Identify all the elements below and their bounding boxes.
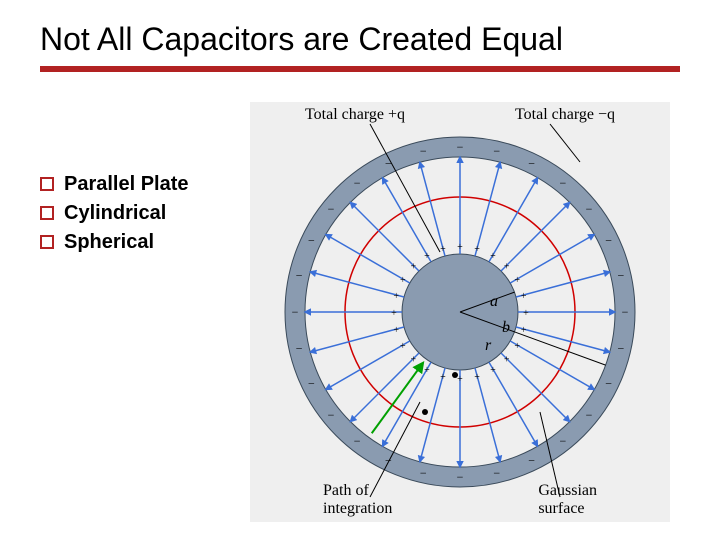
svg-text:+: + — [400, 275, 406, 286]
svg-text:+: + — [440, 372, 446, 383]
bottom-labels: Path of integration Gaussian surface — [250, 482, 670, 518]
svg-text:+: + — [393, 291, 399, 302]
svg-text:−: − — [493, 145, 500, 159]
svg-text:a: a — [490, 293, 498, 310]
label-total-charge-pos: Total charge +q — [305, 106, 405, 124]
svg-text:+: + — [490, 251, 496, 262]
svg-text:−: − — [622, 305, 629, 319]
bullet-box-icon — [40, 235, 54, 249]
slide-title: Not All Capacitors are Created Equal — [40, 20, 680, 58]
svg-text:+: + — [424, 366, 430, 377]
svg-text:−: − — [308, 234, 315, 248]
svg-text:−: − — [296, 269, 303, 283]
svg-text:+: + — [424, 251, 430, 262]
svg-text:+: + — [411, 355, 417, 366]
svg-text:+: + — [457, 242, 463, 253]
svg-text:+: + — [504, 262, 510, 273]
svg-text:−: − — [528, 454, 535, 468]
svg-text:−: − — [420, 145, 427, 159]
svg-text:+: + — [523, 308, 529, 319]
svg-text:−: − — [354, 176, 361, 190]
svg-text:+: + — [514, 275, 520, 286]
svg-text:+: + — [391, 308, 397, 319]
svg-text:−: − — [605, 234, 612, 248]
bullet-box-icon — [40, 206, 54, 220]
svg-text:+: + — [457, 374, 463, 385]
svg-text:+: + — [521, 291, 527, 302]
svg-text:−: − — [586, 408, 593, 422]
svg-text:−: − — [617, 342, 624, 356]
bullet-item: Cylindrical — [40, 201, 240, 226]
svg-text:−: − — [586, 203, 593, 217]
svg-text:+: + — [393, 325, 399, 336]
svg-text:+: + — [474, 245, 480, 256]
diagram-area: Total charge +q Total charge −q ++++++++… — [240, 102, 680, 522]
bullet-text: Parallel Plate — [64, 172, 189, 197]
bullet-item: Parallel Plate — [40, 172, 240, 197]
svg-text:+: + — [514, 341, 520, 352]
svg-text:−: − — [420, 466, 427, 480]
svg-text:−: − — [354, 434, 361, 448]
svg-text:−: − — [493, 466, 500, 480]
bullet-box-icon — [40, 177, 54, 191]
bullet-text: Spherical — [64, 230, 154, 255]
bullet-item: Spherical — [40, 230, 240, 255]
svg-text:+: + — [490, 366, 496, 377]
content-row: Parallel Plate Cylindrical Spherical Tot… — [40, 102, 680, 522]
svg-text:−: − — [605, 377, 612, 391]
svg-text:−: − — [559, 176, 566, 190]
svg-text:−: − — [296, 342, 303, 356]
bullet-text: Cylindrical — [64, 201, 166, 226]
svg-text:+: + — [400, 341, 406, 352]
svg-text:r: r — [485, 337, 492, 354]
capacitor-diagram: ++++++++++++++++++++++++−−−−−−−−−−−−−−−−… — [250, 102, 670, 522]
title-underline — [40, 66, 680, 72]
svg-text:−: − — [292, 305, 299, 319]
svg-text:−: − — [328, 203, 335, 217]
svg-text:−: − — [528, 157, 535, 171]
svg-text:−: − — [617, 269, 624, 283]
svg-text:b: b — [502, 319, 510, 336]
svg-text:+: + — [474, 372, 480, 383]
slide: Not All Capacitors are Created Equal Par… — [0, 0, 720, 540]
svg-text:+: + — [504, 355, 510, 366]
svg-text:−: − — [328, 408, 335, 422]
label-total-charge-neg: Total charge −q — [515, 106, 615, 124]
diagram-wrap: Total charge +q Total charge −q ++++++++… — [250, 102, 670, 522]
top-labels: Total charge +q Total charge −q — [250, 106, 670, 124]
label-path-integration: Path of integration — [323, 482, 392, 518]
svg-text:+: + — [440, 245, 446, 256]
svg-text:−: − — [559, 434, 566, 448]
svg-text:−: − — [308, 377, 315, 391]
svg-text:−: − — [457, 140, 464, 154]
bullet-list: Parallel Plate Cylindrical Spherical — [40, 102, 240, 522]
label-gaussian-surface: Gaussian surface — [538, 482, 597, 518]
svg-text:+: + — [411, 262, 417, 273]
